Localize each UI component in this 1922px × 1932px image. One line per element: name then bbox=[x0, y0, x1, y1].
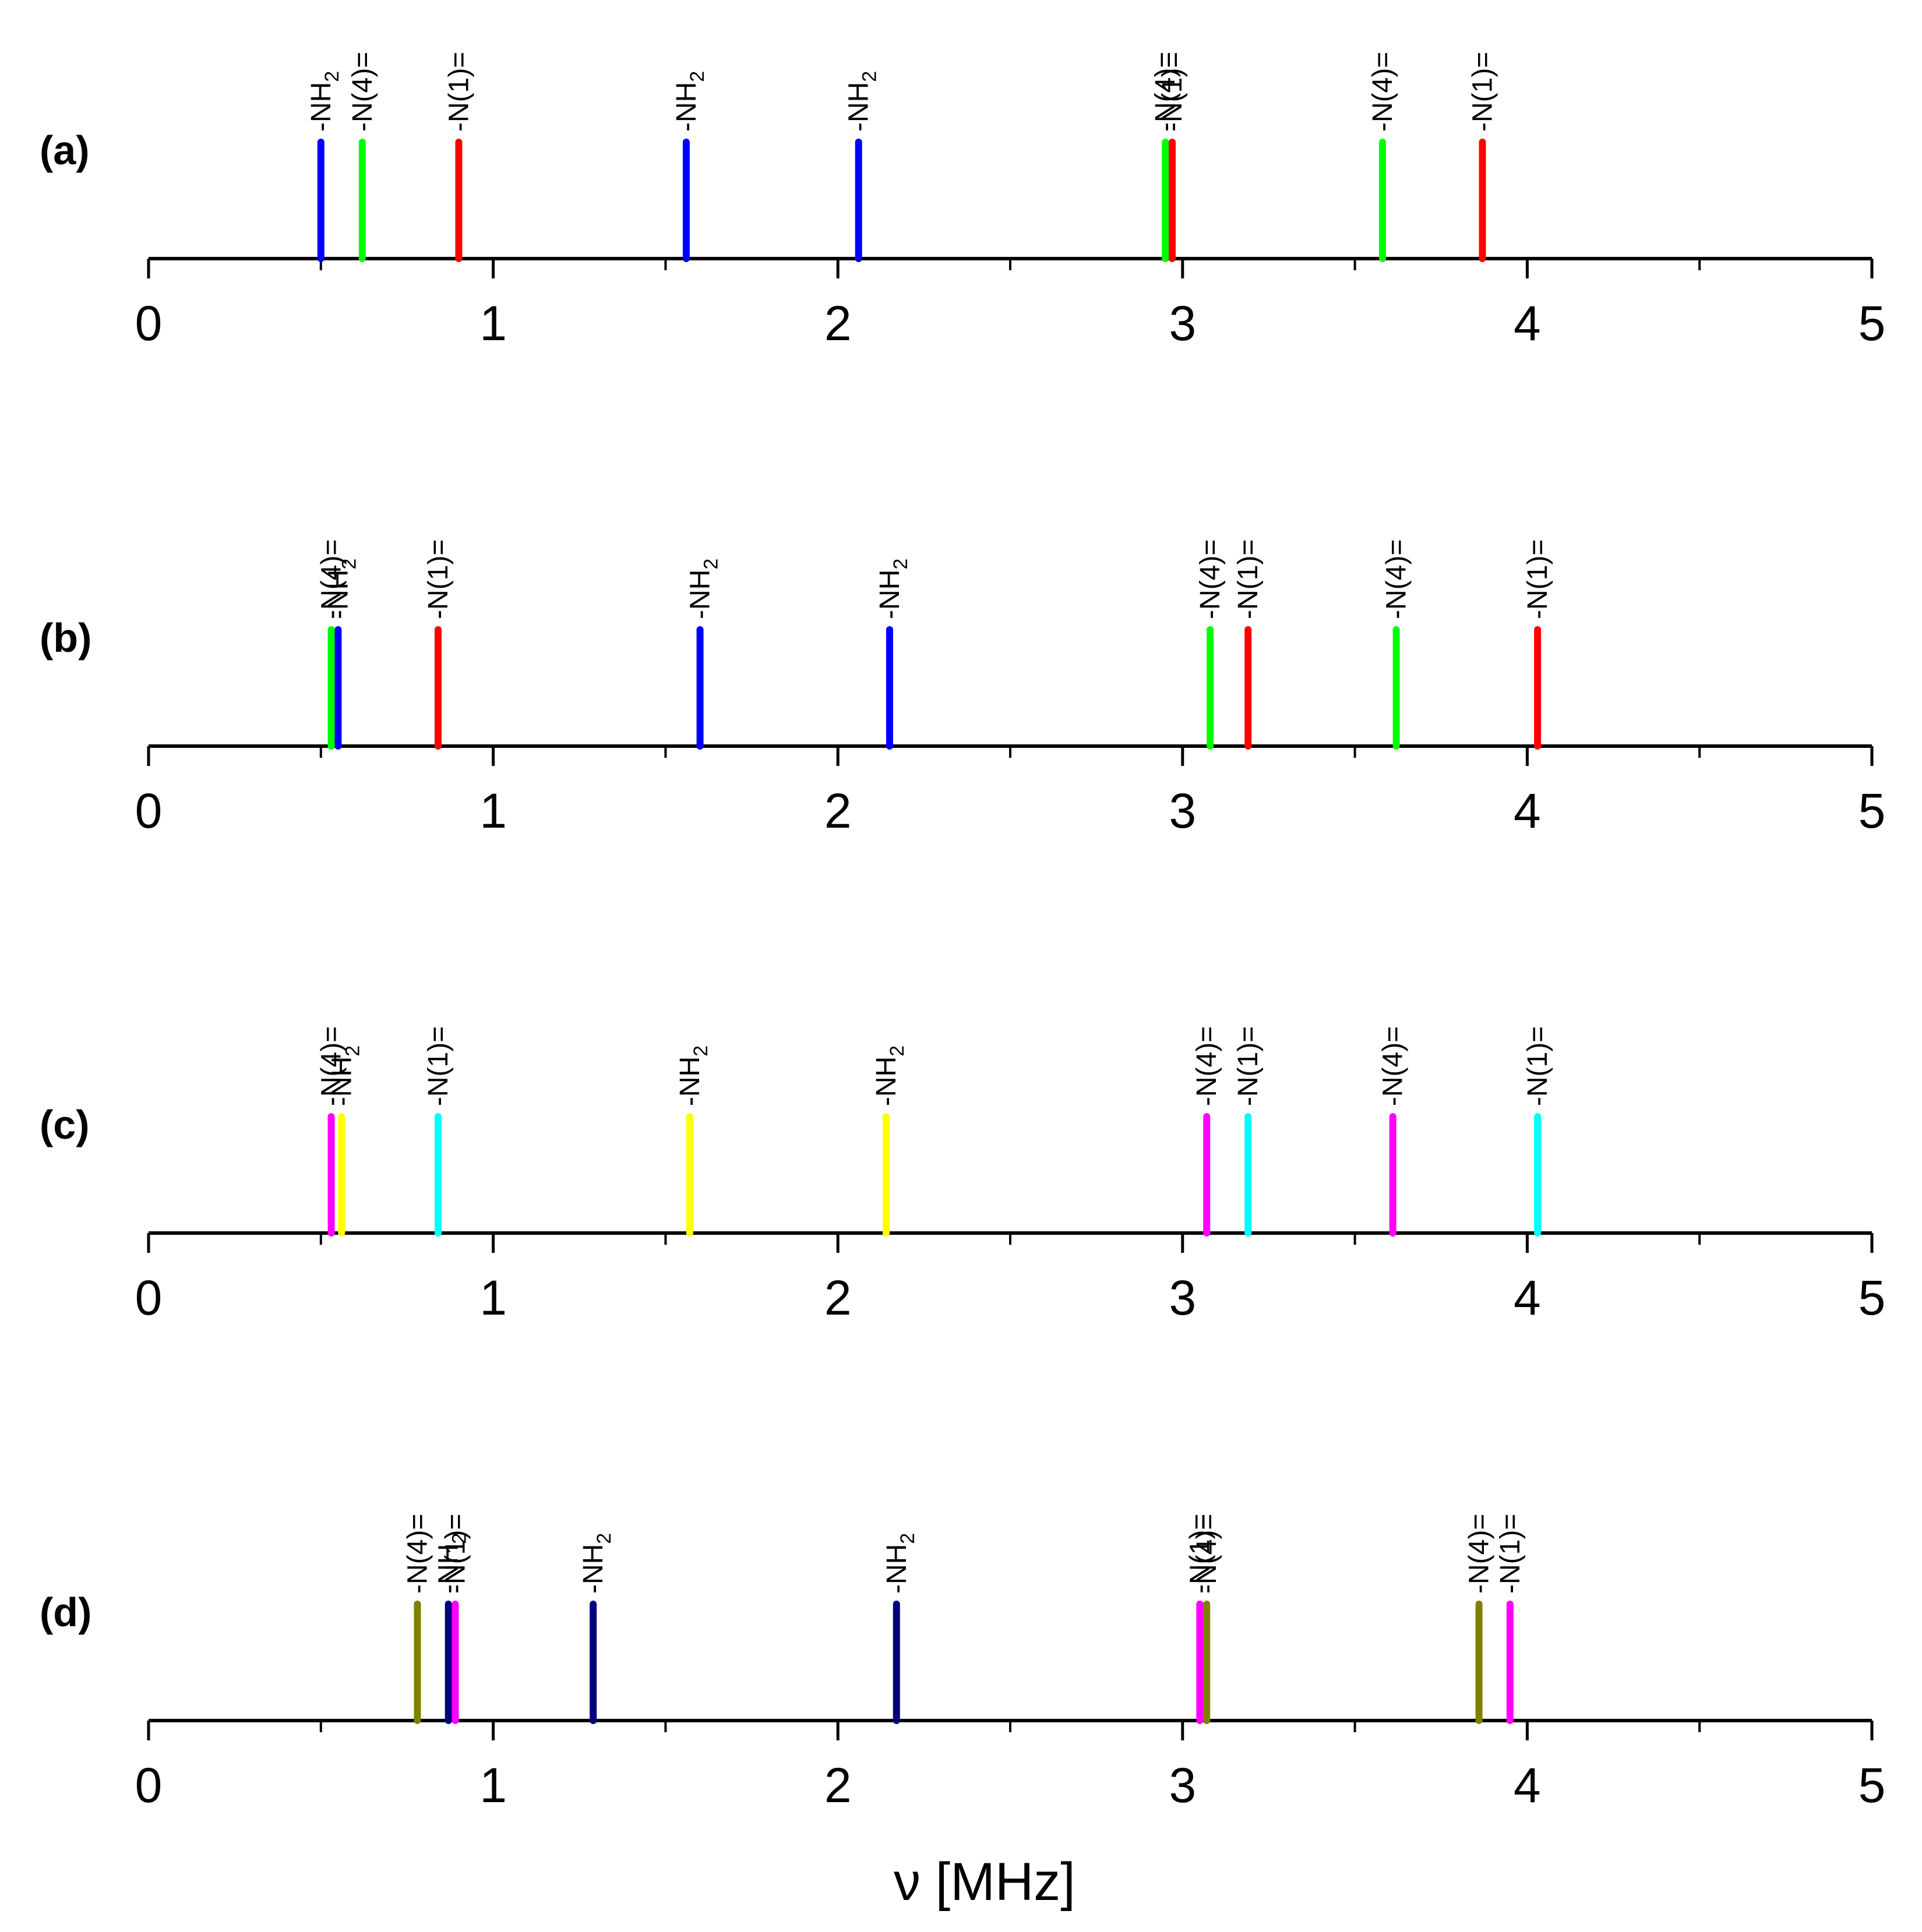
panel-label: (b) bbox=[40, 615, 91, 661]
peak-label: -NH2 bbox=[844, 71, 881, 132]
panel-1: (a)0 1 2 3 4 5-NH2 -N(4)= -N(1)= -NH2-NH2 -N(4)=-… bbox=[40, 52, 1885, 351]
panel-label: (a) bbox=[40, 128, 90, 173]
peak-label: -N(1)= bbox=[440, 1514, 471, 1594]
panels: (a)0 1 2 3 4 5-NH2 -N(4)= -N(1)= -NH2-NH2 -N(4)=-… bbox=[40, 52, 1885, 1813]
peak-label: -NH2 bbox=[671, 71, 708, 132]
x-tick-label: 4 bbox=[1514, 783, 1541, 838]
x-tick-label: 0 bbox=[135, 296, 163, 351]
peak-label: -NH2 bbox=[675, 1046, 712, 1106]
panel-label: (d) bbox=[40, 1590, 91, 1635]
peak-label: -NH2 bbox=[306, 71, 343, 132]
peak-label: -N(4)= bbox=[1150, 52, 1181, 132]
peak-label: -N(1)= bbox=[423, 539, 454, 619]
x-tick-label: 3 bbox=[1169, 1270, 1196, 1325]
x-axis-label: ν [MHz] bbox=[894, 1852, 1075, 1912]
x-tick-label: 1 bbox=[479, 296, 507, 351]
x-tick-label: 5 bbox=[1858, 1270, 1886, 1325]
peak-label: -NH2 bbox=[578, 1533, 615, 1594]
peak-label: -N(1)= bbox=[1495, 1514, 1526, 1594]
x-tick-label: 3 bbox=[1169, 1758, 1196, 1813]
x-tick-label: 5 bbox=[1858, 783, 1886, 838]
peak-label: -NH2 bbox=[874, 559, 912, 619]
peak-label: -NH2 bbox=[881, 1533, 919, 1594]
peak-label: -N(4)= bbox=[316, 1026, 347, 1106]
x-tick-label: 3 bbox=[1169, 783, 1196, 838]
x-tick-label: 4 bbox=[1514, 296, 1541, 351]
x-tick-label: 0 bbox=[135, 1758, 163, 1813]
peak-label: -N(4)= bbox=[1381, 539, 1412, 619]
x-tick-label: 4 bbox=[1514, 1270, 1541, 1325]
x-tick-label: 2 bbox=[824, 296, 852, 351]
x-tick-label: 5 bbox=[1858, 1758, 1886, 1813]
peak-label: -N(4)= bbox=[1464, 1514, 1495, 1594]
peak-label: -NH2 bbox=[323, 559, 360, 619]
x-tick-label: 0 bbox=[135, 783, 163, 838]
peak-label: -N(4)= bbox=[1195, 539, 1226, 619]
peak-label: -N(1)= bbox=[1522, 1026, 1553, 1106]
panel-label: (c) bbox=[40, 1102, 90, 1147]
peak-label: -N(1)= bbox=[1157, 52, 1188, 132]
panel-2: (b)0 1 2 3 4 5-N(4)=-NH2 -N(1)= -NH2-NH2 -N(4)= -… bbox=[40, 539, 1885, 838]
peak-label: -N(4)= bbox=[1367, 52, 1398, 132]
peak-label: -N(1)= bbox=[1522, 539, 1553, 619]
x-tick-label: 5 bbox=[1858, 296, 1886, 351]
peak-label: -N(4)= bbox=[316, 539, 347, 619]
x-tick-label: 2 bbox=[824, 1270, 852, 1325]
peak-label: -N(1)= bbox=[1184, 1514, 1215, 1594]
x-tick-label: 1 bbox=[479, 783, 507, 838]
x-tick-label: 4 bbox=[1514, 1758, 1541, 1813]
peak-label: -N(1)= bbox=[443, 52, 474, 132]
peak-label: -N(4)= bbox=[1378, 1026, 1409, 1106]
peak-label: -NH2 bbox=[871, 1046, 908, 1106]
peak-label: -N(1)= bbox=[1233, 1026, 1264, 1106]
peak-label: -N(4)= bbox=[402, 1514, 433, 1594]
peak-label: -N(1)= bbox=[1467, 52, 1498, 132]
x-tick-label: 2 bbox=[824, 783, 852, 838]
x-tick-label: 0 bbox=[135, 1270, 163, 1325]
x-tick-label: 1 bbox=[479, 1270, 507, 1325]
x-tick-label: 3 bbox=[1169, 296, 1196, 351]
peak-label: -N(1)= bbox=[423, 1026, 454, 1106]
peak-label: -N(4)= bbox=[1191, 1026, 1222, 1106]
panel-3: (c)0 1 2 3 4 5-N(4)=-NH2 -N(1)= -NH2-NH2 -N(4)= -… bbox=[40, 1026, 1885, 1325]
peak-label: -NH2 bbox=[326, 1046, 364, 1106]
peak-label: -NH2 bbox=[685, 559, 722, 619]
panel-4: (d)0 1 2 3 4 5-N(4)= -NH2-N(1)= -NH2-NH2 -N(1)=-… bbox=[40, 1514, 1885, 1813]
peak-label: -N(1)= bbox=[1233, 539, 1264, 619]
x-tick-label: 1 bbox=[479, 1758, 507, 1813]
peak-label: -N(4)= bbox=[347, 52, 378, 132]
x-tick-label: 2 bbox=[824, 1758, 852, 1813]
peak-label: -N(4)= bbox=[1191, 1514, 1222, 1594]
peak-label: -NH2 bbox=[433, 1533, 471, 1594]
